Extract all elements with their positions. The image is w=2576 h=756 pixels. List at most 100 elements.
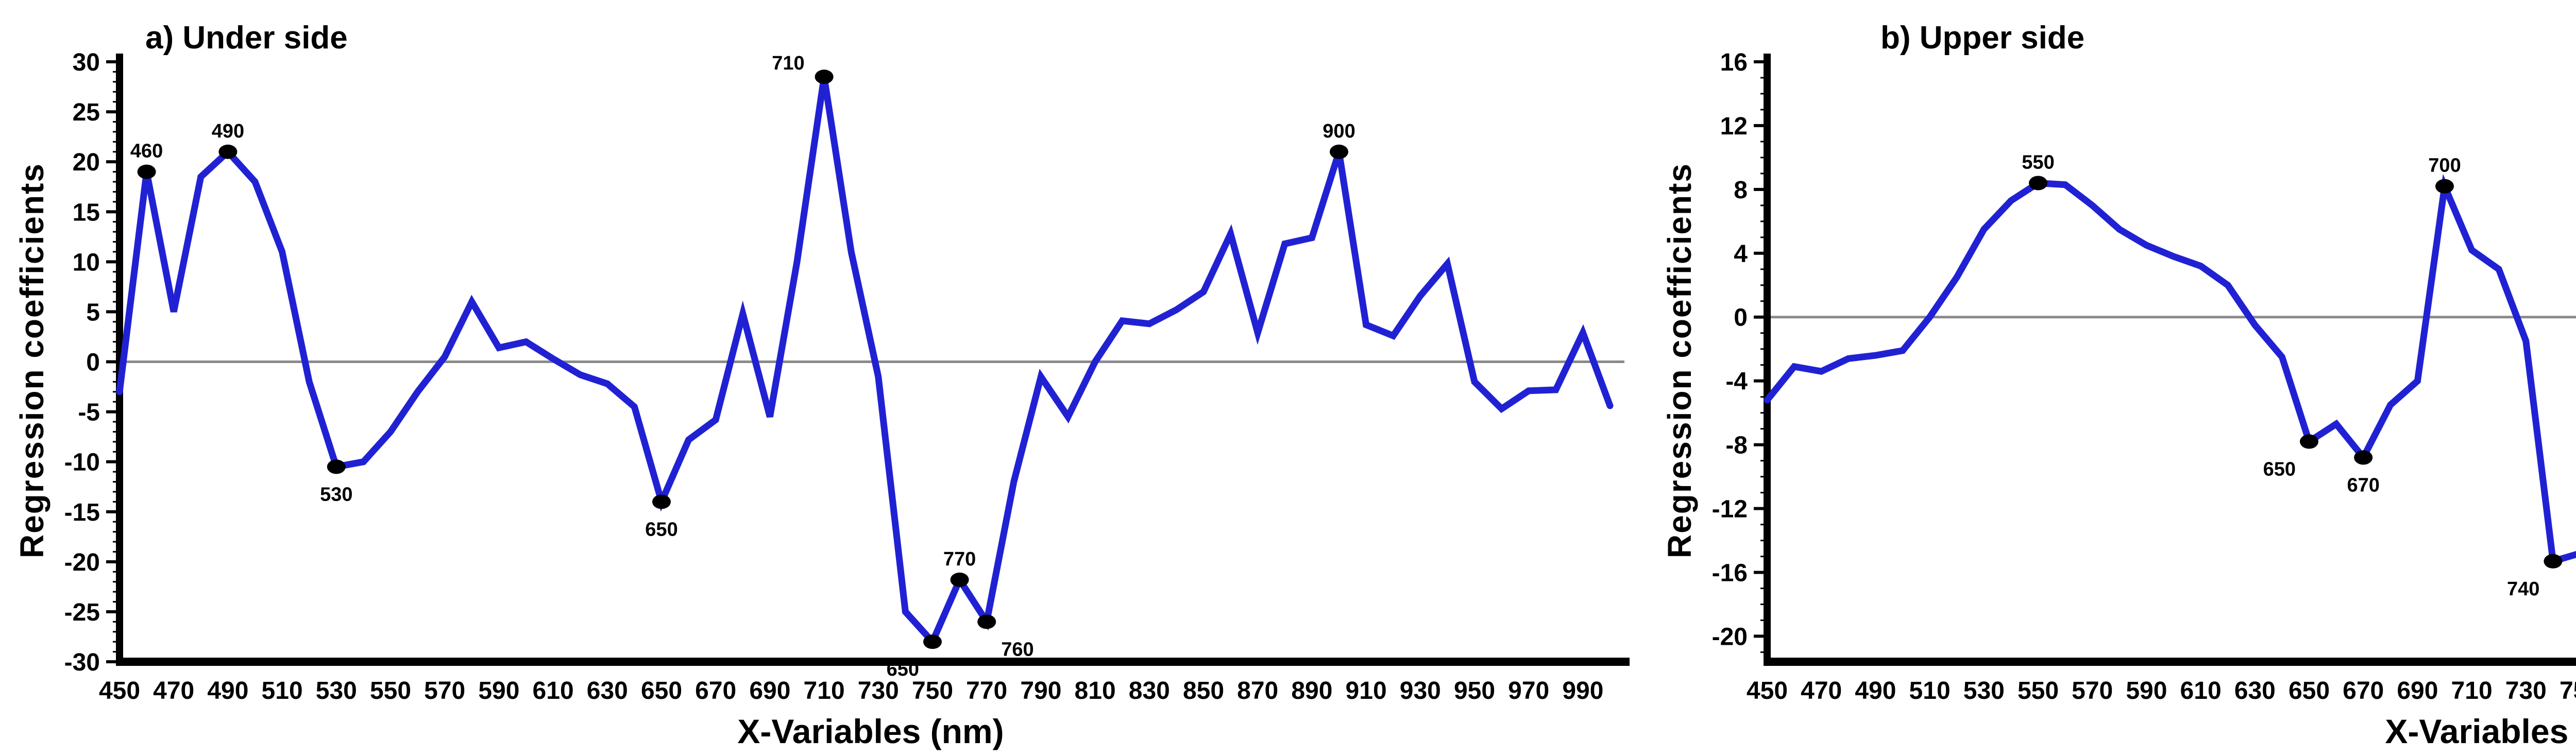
y-tick-label: 20	[73, 149, 100, 176]
x-tick-label: 630	[587, 677, 628, 705]
data-point-marker	[1330, 144, 1348, 159]
chart-a-y-axis-label: Regression coefficients	[13, 163, 50, 558]
data-point-label: 530	[320, 484, 352, 505]
data-point-label: 760	[1001, 639, 1033, 660]
x-tick-label: 450	[99, 677, 140, 705]
data-point-marker	[2544, 554, 2563, 569]
data-point-marker	[327, 459, 346, 474]
x-tick-label: 550	[370, 677, 411, 705]
axes	[1764, 54, 2576, 666]
x-tick-label: 830	[1129, 677, 1170, 705]
data-point-label: 650	[887, 659, 919, 680]
y-tick-label: -8	[1725, 432, 1748, 459]
x-tick-label: 630	[2234, 677, 2276, 705]
y-tick-label: 25	[73, 99, 100, 126]
chart-b-x-axis-label: X-Variables (nm)	[2385, 712, 2576, 750]
x-tick-label: 810	[1075, 677, 1116, 705]
data-point-label: 650	[645, 519, 677, 540]
y-tick-label: 10	[73, 249, 100, 276]
x-tick-label: 710	[2451, 677, 2493, 705]
y-tick-label: 0	[1734, 304, 1748, 332]
y-tick-label: -4	[1725, 368, 1748, 396]
y-tick-label: 16	[1720, 49, 1748, 76]
y-tick-label: -20	[64, 549, 100, 576]
x-tick-label: 570	[424, 677, 465, 705]
y-tick-label: 12	[1720, 113, 1748, 140]
x-tick-label: 910	[1346, 677, 1387, 705]
x-tick-label: 970	[1508, 677, 1549, 705]
x-tick-label: 690	[749, 677, 790, 705]
x-tick-label: 610	[533, 677, 574, 705]
data-point-marker	[815, 70, 834, 84]
x-tick-label: 890	[1291, 677, 1332, 705]
x-tick-label: 730	[2505, 677, 2547, 705]
y-tick-label: 15	[73, 199, 100, 226]
y-tick-label: 8	[1734, 177, 1748, 204]
y-tick-label: 30	[73, 49, 100, 76]
x-tick-label: 550	[2018, 677, 2059, 705]
x-tick-label: 870	[1237, 677, 1278, 705]
regression-line	[1764, 174, 2576, 566]
data-point-label: 490	[212, 121, 244, 142]
data-point-label: 740	[2507, 578, 2539, 600]
chart-panel-under-side: 30 25 20 15 10 5 0 -5 -10 -15 -20 -25 -30 450 470 490 51…	[13, 20, 1630, 750]
x-tick-label: 790	[1020, 677, 1061, 705]
data-point-marker	[950, 572, 969, 587]
x-tick-label: 750	[2560, 677, 2576, 705]
y-tick-label: -10	[64, 449, 100, 476]
data-point-label: 650	[2263, 458, 2296, 480]
y-tick-label: 4	[1734, 240, 1748, 268]
x-tick-label: 490	[1855, 677, 1896, 705]
data-point-label: 770	[943, 548, 976, 570]
x-tick-label: 950	[1454, 677, 1495, 705]
x-tick-label: 850	[1183, 677, 1224, 705]
x-tick-label: 530	[1963, 677, 2005, 705]
x-tick-label: 530	[316, 677, 357, 705]
data-point-marker	[652, 494, 671, 509]
y-axis-ticks: 16 12 8 4 0 -4 -8 -12 -16 -20	[1712, 49, 1767, 653]
data-point-marker	[923, 634, 942, 649]
y-tick-label: -5	[78, 399, 100, 426]
x-tick-label: 470	[1801, 677, 1842, 705]
x-tick-label: 650	[641, 677, 682, 705]
y-tick-label: 0	[86, 349, 100, 376]
point-annotations: 460 490 530 650 710 650 770 760 900	[130, 53, 1355, 680]
x-tick-label: 750	[912, 677, 953, 705]
x-tick-label: 730	[858, 677, 899, 705]
x-tick-label: 450	[1747, 677, 1788, 705]
chart-a-x-axis-label: X-Variables (nm)	[737, 712, 1004, 750]
x-tick-label: 590	[2126, 677, 2167, 705]
chart-a-title: a) Under side	[145, 20, 348, 56]
data-point-marker	[2300, 434, 2318, 449]
x-tick-label: 770	[966, 677, 1007, 705]
y-tick-label: -12	[1712, 496, 1748, 523]
x-tick-label: 510	[1909, 677, 1951, 705]
y-tick-label: -15	[64, 499, 100, 526]
x-tick-label: 470	[153, 677, 194, 705]
data-point-label: 550	[2022, 151, 2054, 173]
data-point-label: 460	[130, 141, 163, 162]
data-point-label: 670	[2347, 474, 2379, 496]
data-point-marker	[2435, 179, 2454, 194]
chart-panel-upper-side: 16 12 8 4 0 -4 -8 -12 -16 -20 450 470 490 510 530 550 57…	[1648, 0, 2576, 756]
x-tick-label: 570	[2072, 677, 2113, 705]
y-tick-label: -16	[1712, 559, 1748, 587]
data-point-marker	[977, 614, 996, 629]
data-point-label: 900	[1323, 121, 1355, 142]
y-tick-label: 5	[86, 299, 100, 326]
chart-b-plot: 16 12 8 4 0 -4 -8 -12 -16 -20 450 470 490 510 530 550 57…	[1712, 49, 2576, 705]
x-tick-label: 990	[1562, 677, 1603, 705]
data-point-label: 700	[2428, 155, 2461, 177]
y-tick-label: -20	[1712, 623, 1748, 650]
y-axis-ticks: 30 25 20 15 10 5 0 -5 -10 -15 -20 -25 -30	[64, 49, 120, 676]
x-tick-label: 610	[2180, 677, 2222, 705]
data-point-marker	[2354, 450, 2373, 465]
x-axis-ticks: 450 470 490 510 530 550 570 590 610 630 650 670 690 7…	[1747, 677, 2576, 705]
x-axis-ticks: 450 470 490 510 530 550 570 590 610 630 650 670 690 7…	[99, 677, 1603, 705]
y-tick-label: -30	[64, 649, 100, 676]
x-tick-label: 670	[695, 677, 736, 705]
data-point-marker	[218, 144, 238, 159]
x-tick-label: 590	[478, 677, 519, 705]
